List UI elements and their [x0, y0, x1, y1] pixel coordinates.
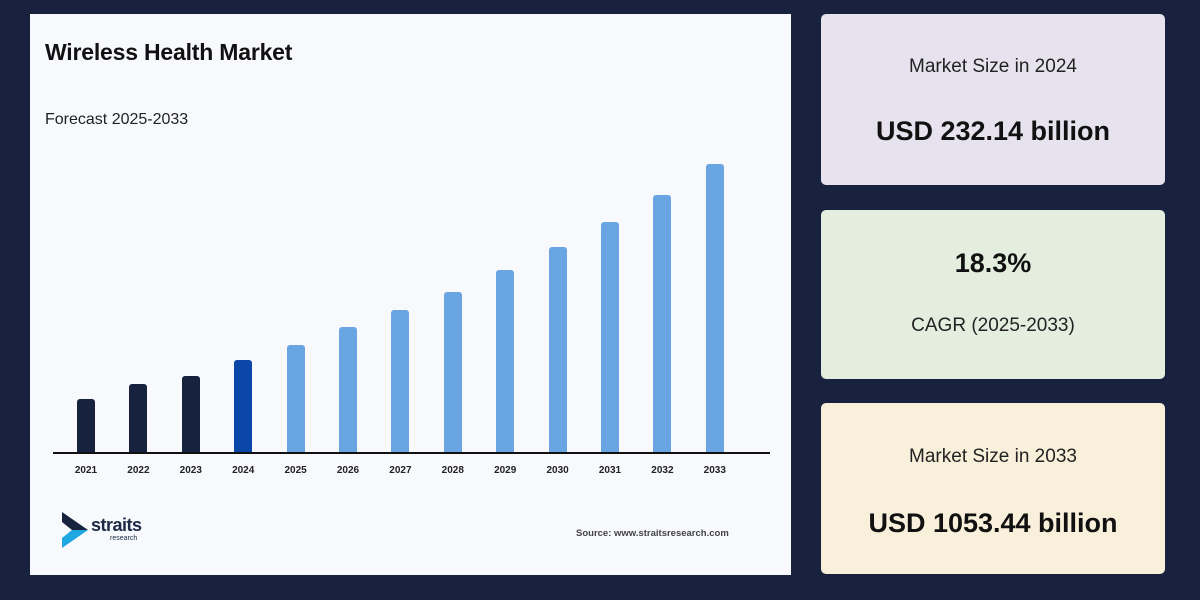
bar-2027 — [391, 310, 410, 453]
bar-2030 — [548, 247, 567, 453]
x-tick-label: 2022 — [127, 465, 150, 476]
bar-2026 — [339, 327, 357, 453]
card-value: 18.3% — [954, 248, 1032, 278]
bar-2024 — [234, 360, 253, 453]
x-tick-label: 2028 — [441, 465, 464, 476]
logo-arrow-icon — [62, 512, 88, 548]
x-tick-label: 2031 — [598, 465, 622, 476]
x-tick-label: 2030 — [546, 465, 569, 476]
card-market-size-2024: Market Size in 2024 USD 232.14 billion — [821, 14, 1165, 185]
logo-subtext: research — [110, 535, 138, 542]
x-axis-line — [53, 452, 770, 454]
card-label: Market Size in 2024 — [909, 56, 1077, 77]
bar-2031 — [601, 222, 619, 453]
x-tick-label: 2033 — [703, 465, 726, 476]
chart-panel: Wireless Health Market Forecast 2025-203… — [30, 14, 791, 575]
x-tick-label: 2024 — [232, 465, 255, 476]
x-tick-label: 2025 — [284, 465, 307, 476]
card-label: CAGR (2025-2033) — [911, 315, 1075, 336]
x-tick-label: 2023 — [179, 465, 202, 476]
bar-2023 — [181, 376, 200, 453]
bar-2028 — [443, 292, 462, 453]
bar-2025 — [286, 345, 305, 453]
card-market-size-2033: Market Size in 2033 USD 1053.44 billion — [821, 403, 1165, 574]
straits-logo: straits research — [60, 512, 160, 552]
source-text: Source: www.straitsresearch.com — [576, 528, 729, 539]
bar-2022 — [129, 384, 148, 453]
x-tick-label: 2032 — [651, 465, 674, 476]
x-tick-label: 2026 — [336, 465, 360, 476]
bar-2032 — [653, 195, 672, 453]
x-tick-label: 2021 — [74, 465, 98, 476]
x-tick-label: 2029 — [494, 465, 517, 476]
card-label: Market Size in 2033 — [909, 446, 1077, 467]
x-tick-label: 2027 — [389, 465, 412, 476]
bar-2033 — [705, 164, 724, 453]
card-value: USD 1053.44 billion — [868, 508, 1118, 538]
chart-subtitle: Forecast 2025-2033 — [45, 111, 189, 128]
chart-title: Wireless Health Market — [45, 39, 293, 65]
logo-text: straits — [91, 515, 142, 535]
card-value: USD 232.14 billion — [875, 116, 1111, 146]
bar-2029 — [496, 270, 515, 453]
card-cagr: 18.3% CAGR (2025-2033) — [821, 210, 1165, 379]
bar-2021 — [77, 399, 95, 453]
